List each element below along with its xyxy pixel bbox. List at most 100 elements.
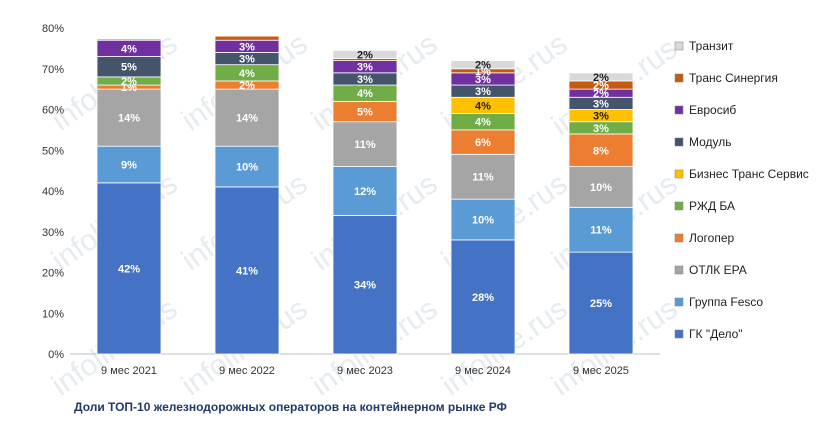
y-tick-label: 70% (42, 64, 64, 76)
data-label: 2% (121, 76, 137, 88)
data-label: 3% (357, 74, 373, 86)
bar-segment (568, 166, 634, 208)
legend-swatch (674, 169, 684, 179)
x-tick-label: 9 мес 2022 (219, 365, 275, 377)
data-label: 4% (121, 43, 137, 55)
data-label: 4% (357, 88, 373, 100)
data-label: 11% (354, 139, 376, 151)
data-label: 2% (593, 72, 609, 84)
y-tick-label: 30% (42, 227, 64, 239)
data-label: 6% (475, 137, 491, 149)
data-label: 3% (239, 54, 255, 66)
data-label: 3% (593, 123, 609, 135)
data-label: 5% (121, 62, 137, 74)
legend-swatch (674, 73, 684, 83)
bar-segment (332, 166, 398, 216)
data-label: 42% (118, 263, 140, 275)
data-label: 12% (354, 186, 376, 198)
bars: 42%9%14%1%2%5%4%41%10%14%2%4%3%3%34%12%1… (96, 35, 634, 355)
data-label: 3% (357, 62, 373, 74)
bar-segment (214, 145, 280, 188)
bar-segment (568, 72, 634, 82)
data-label: 3% (475, 86, 491, 98)
legend-swatch (674, 265, 684, 275)
bar-segment (450, 129, 516, 155)
data-label: 14% (236, 113, 258, 125)
legend-label: Транс Синергия (689, 71, 778, 85)
data-label: 34% (354, 280, 376, 292)
y-tick-label: 10% (42, 308, 64, 320)
data-label: 4% (475, 100, 491, 112)
y-tick-label: 20% (42, 268, 64, 280)
legend-label: Логопер (689, 231, 735, 245)
legend-swatch (674, 233, 684, 243)
data-label: 11% (472, 172, 494, 184)
data-label: 5% (357, 107, 373, 119)
legend-swatch (674, 41, 684, 51)
axes: 0% 10% 20% 30% 40% 50% 60% 70% 80% 9 мес 2021 9 ме… (42, 23, 660, 377)
legend-label: Бизнес Транс Сервис (689, 167, 809, 181)
bar-segment (214, 35, 280, 41)
data-label: 4% (475, 117, 491, 129)
data-label: 4% (239, 68, 255, 80)
bar-segment (450, 60, 516, 70)
y-tick-label: 0% (48, 349, 64, 361)
x-tick-label: 9 мес 2024 (455, 365, 511, 377)
bar-segment (332, 121, 398, 167)
y-tick-label: 80% (42, 23, 64, 35)
bar-segment (96, 145, 162, 184)
chart-caption: Доли ТОП-10 железнодорожных операторов н… (74, 400, 507, 414)
data-label: 10% (472, 215, 494, 227)
y-tick-label: 40% (42, 186, 64, 198)
bar-segment (332, 50, 398, 59)
data-label: 28% (472, 292, 494, 304)
legend-label: РЖД БА (689, 199, 735, 213)
legend-label: ОТЛК ЕРА (689, 263, 747, 277)
legend-swatch (674, 201, 684, 211)
data-label: 3% (239, 41, 255, 53)
bar-segment (568, 206, 634, 253)
x-tick-label: 9 мес 2021 (101, 365, 157, 377)
x-tick-label: 9 мес 2023 (337, 365, 393, 377)
data-label: 3% (593, 111, 609, 123)
data-label: 2% (239, 80, 255, 92)
data-label: 14% (118, 113, 140, 125)
data-label: 2% (593, 88, 609, 100)
x-tick-label: 9 мес 2025 (573, 365, 629, 377)
data-label: 9% (121, 160, 137, 172)
bar-segment (214, 186, 280, 355)
y-tick-label: 60% (42, 105, 64, 117)
data-label: 41% (236, 265, 258, 277)
legend-swatch (674, 329, 684, 339)
data-label: 8% (593, 145, 609, 157)
y-tick-label: 50% (42, 145, 64, 157)
legend-label: Транзит (689, 39, 734, 53)
bar-segment (568, 251, 634, 355)
legend: Транзит Транс Синергия Евросиб Модуль Бизнес… (674, 39, 809, 341)
bar-segment (96, 38, 162, 41)
bar-segment (96, 88, 162, 147)
legend-label: Евросиб (689, 103, 736, 117)
bar-segment (568, 133, 634, 167)
legend-label: Модуль (689, 135, 732, 149)
stacked-bar-chart: infoline.rusinfoline.rusinfoline.rusinfo… (42, 23, 809, 395)
legend-label: ГК "Дело" (689, 327, 743, 341)
data-label: 25% (590, 298, 612, 310)
data-label: 11% (590, 225, 612, 237)
data-label: 3% (475, 74, 491, 86)
data-label: 2% (357, 49, 373, 61)
bar-segment (332, 215, 398, 355)
legend-swatch (674, 105, 684, 115)
legend-swatch (674, 297, 684, 307)
bar-segment (96, 182, 162, 355)
bar-segment (214, 88, 280, 147)
data-label: 2% (475, 60, 491, 72)
bar-segment (450, 198, 516, 241)
legend-swatch (674, 137, 684, 147)
legend-label: Группа Fesco (689, 295, 763, 309)
data-label: 10% (590, 182, 612, 194)
data-label: 10% (236, 162, 258, 174)
data-label: 3% (593, 98, 609, 110)
data-label: 2% (593, 80, 609, 92)
